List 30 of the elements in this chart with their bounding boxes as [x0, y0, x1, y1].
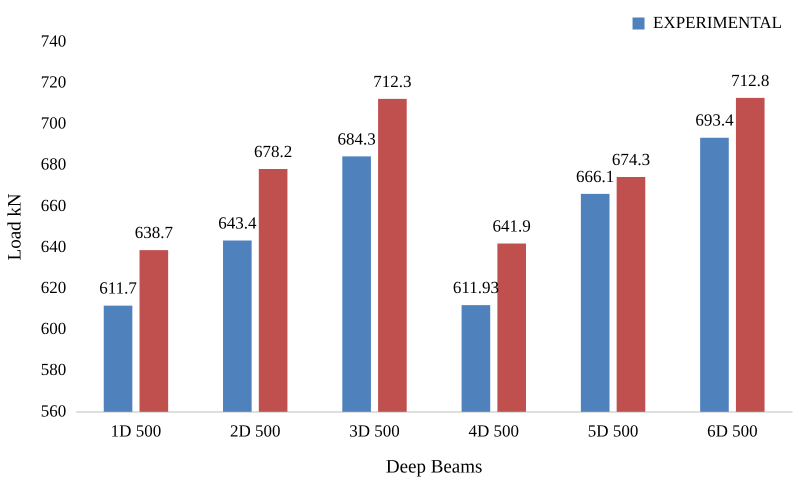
- x-tick-label: 3D 500: [349, 421, 400, 440]
- x-tick-label: 6D 500: [707, 421, 758, 440]
- data-label: 666.1: [576, 166, 614, 186]
- y-tick-label: 580: [40, 360, 66, 380]
- data-label: 641.9: [492, 216, 531, 236]
- data-label: 638.7: [134, 223, 174, 242]
- y-tick-label: 660: [40, 196, 66, 215]
- x-axis-title: Deep Beams: [386, 456, 482, 478]
- legend-label: EXPERIMENTAL: [653, 12, 782, 32]
- y-tick-label: 640: [40, 236, 66, 256]
- y-axis-title: Load kN: [4, 193, 26, 260]
- x-tick-label: 1D 500: [110, 421, 162, 440]
- data-label: 712.8: [731, 70, 770, 90]
- y-tick-label: 740: [40, 31, 66, 50]
- x-tick-label: 5D 500: [588, 421, 638, 440]
- y-tick-label: 700: [40, 114, 66, 133]
- y-tick-label: 620: [40, 278, 66, 297]
- data-label: 643.4: [218, 213, 257, 232]
- x-tick-label: 4D 500: [468, 421, 520, 440]
- data-label: 678.2: [254, 142, 292, 161]
- y-tick-label: 600: [40, 319, 66, 338]
- y-tick-label: 720: [40, 72, 66, 92]
- data-label: 712.3: [373, 72, 412, 91]
- data-label: 684.3: [337, 129, 376, 148]
- data-label: 611.7: [99, 278, 138, 298]
- data-label: 674.3: [612, 150, 650, 169]
- x-tick-label: 2D 500: [230, 421, 280, 440]
- data-label: 693.4: [695, 110, 734, 130]
- y-tick-label: 680: [40, 154, 66, 174]
- y-tick-label: 560: [40, 401, 66, 420]
